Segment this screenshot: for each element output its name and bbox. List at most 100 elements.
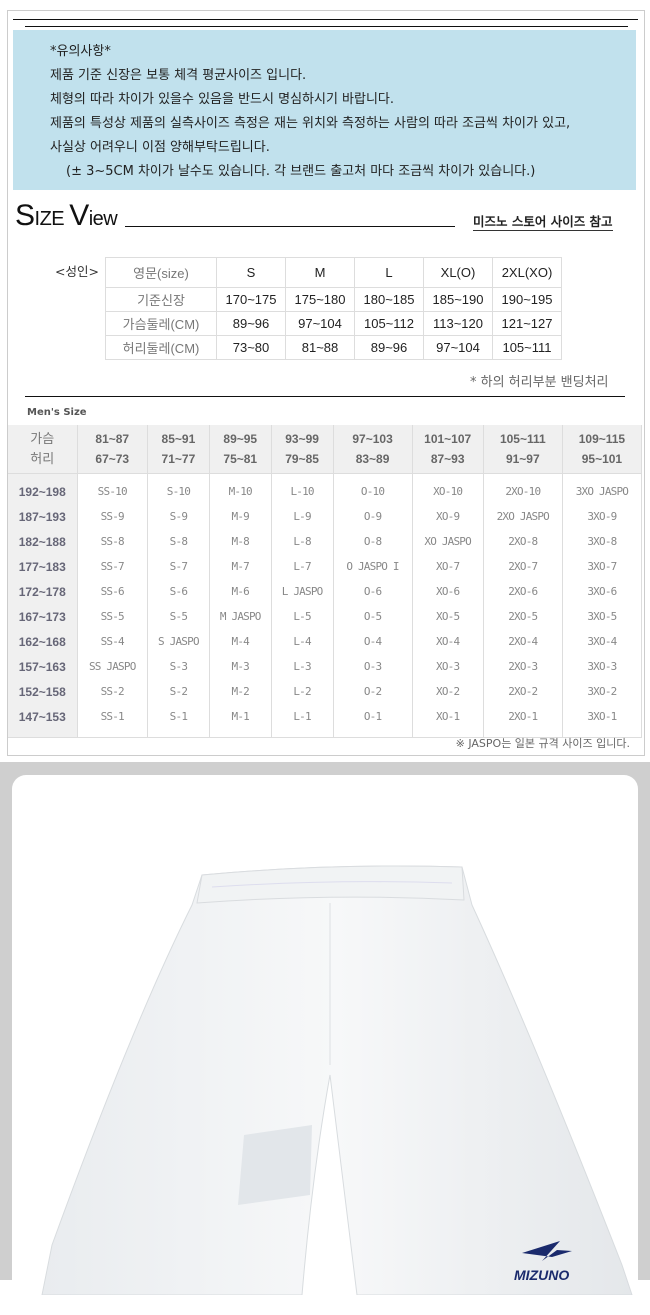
chest-range: 93~99	[285, 431, 319, 446]
spacer	[8, 729, 78, 738]
size-cell: 2XO-2	[483, 679, 563, 704]
adult-row: 영문(size) S M L XL(O) 2XL(XO)	[105, 257, 562, 288]
mens-size-table: 가슴 허리 81~87 67~73 85~91 71~77 89~95 75~81 93~99 7…	[8, 425, 643, 738]
size-cell: SS-1	[77, 704, 148, 729]
size-cell: 3XO-5	[562, 604, 643, 629]
notice-line: (± 3~5CM 차이가 날수도 있습니다. 각 브랜드 출고처 마다 조금씩 …	[66, 164, 536, 179]
size-cell: L-10	[271, 479, 334, 504]
size-cell: XO-1	[412, 704, 484, 729]
mens-size-label: Men's Size	[27, 407, 87, 418]
height-range: 187~193	[8, 504, 78, 529]
size-cell: L-7	[271, 554, 334, 579]
spacer-row	[8, 729, 643, 738]
column-header: 109~115 95~101	[562, 425, 643, 474]
size-cell: S-10	[147, 479, 210, 504]
size-cell: O-2	[333, 679, 413, 704]
notice-box: *유의사항* 제품 기준 신장은 보통 체격 평균사이즈 입니다. 체형의 따라…	[13, 30, 636, 190]
table-row: 162~168 SS-4 S JASPO M-4 L-4 O-4 XO-4 2XO-4 3XO-…	[8, 629, 643, 654]
spacer	[271, 473, 334, 479]
chest-range: 89~95	[223, 431, 258, 446]
mizuno-store-size-link[interactable]: 미즈노 스토어 사이즈 참고	[473, 214, 613, 231]
spacer	[483, 473, 563, 479]
row-header: 영문(size)	[105, 257, 217, 288]
size-cell: XO-6	[412, 579, 484, 604]
notice-line: 체형의 따라 차이가 있을수 있음을 반드시 명심하시기 바랍니다.	[50, 92, 395, 107]
size-cell: XO-9	[412, 504, 484, 529]
table-row: 177~183 SS-7 S-7 M-7 L-7 O JASPO I XO-7 2XO-7 3X…	[8, 554, 643, 579]
column-header: 85~91 71~77	[147, 425, 210, 474]
size-cell: 3XO-4	[562, 629, 643, 654]
size-cell: 3XO-9	[562, 504, 643, 529]
size-cell: XO-7	[412, 554, 484, 579]
cell: XL(O)	[423, 257, 493, 288]
size-cell: M-4	[209, 629, 272, 654]
spacer	[562, 729, 643, 738]
cell: 190~195	[492, 287, 562, 312]
notice-line: 제품 기준 신장은 보통 체격 평균사이즈 입니다.	[50, 68, 307, 83]
height-range: 177~183	[8, 554, 78, 579]
size-cell: S-7	[147, 554, 210, 579]
spacer	[8, 473, 78, 479]
height-range: 162~168	[8, 629, 78, 654]
size-cell: 3XO-1	[562, 704, 643, 729]
size-cell: 2XO-10	[483, 479, 563, 504]
size-cell: M-9	[209, 504, 272, 529]
heading-part: IZE	[34, 208, 70, 230]
notice-line: 사실상 어려우니 이점 양해부탁드립니다.	[50, 140, 270, 155]
size-cell: O-8	[333, 529, 413, 554]
mizuno-logo: MIZUNO	[514, 1241, 572, 1283]
divider	[125, 226, 455, 227]
size-cell: SS-5	[77, 604, 148, 629]
waist-label: 허리	[30, 450, 55, 466]
size-cell: 3XO-3	[562, 654, 643, 679]
size-cell: XO-3	[412, 654, 484, 679]
cell: M	[285, 257, 355, 288]
spacer	[209, 473, 272, 479]
size-cell: SS-4	[77, 629, 148, 654]
size-cell: SS-7	[77, 554, 148, 579]
cell: 105~112	[354, 311, 424, 336]
heading-letter: V	[69, 199, 89, 232]
size-cell: XO JASPO	[412, 529, 484, 554]
column-header: 105~111 91~97	[483, 425, 563, 474]
size-cell: SS-6	[77, 579, 148, 604]
chest-range: 81~87	[95, 431, 130, 446]
heading-letter: S	[15, 199, 35, 232]
size-cell: S-5	[147, 604, 210, 629]
notice-title: *유의사항*	[50, 44, 111, 59]
waist-band-note: * 하의 허리부분 밴딩처리	[470, 375, 609, 390]
spacer	[77, 729, 148, 738]
spacer-row	[8, 473, 643, 479]
size-cell: 3XO-7	[562, 554, 643, 579]
cell: 2XL(XO)	[492, 257, 562, 288]
size-cell: O-6	[333, 579, 413, 604]
spacer	[562, 473, 643, 479]
column-header: 101~107 87~93	[412, 425, 484, 474]
size-cell: M-7	[209, 554, 272, 579]
table-row: 172~178 SS-6 S-6 M-6 L JASPO O-6 XO-6 2XO-6 3XO-…	[8, 579, 643, 604]
chest-label: 가슴	[30, 430, 55, 446]
column-header: 97~103 83~89	[333, 425, 413, 474]
size-cell: SS JASPO	[77, 654, 148, 679]
size-cell: L-3	[271, 654, 334, 679]
size-cell: M-10	[209, 479, 272, 504]
chest-range: 101~107	[424, 431, 472, 446]
spacer	[483, 729, 563, 738]
size-cell: 2XO-6	[483, 579, 563, 604]
row-header: 허리둘레(CM)	[105, 335, 217, 360]
waist-range: 95~101	[581, 451, 623, 466]
size-cell: M-2	[209, 679, 272, 704]
column-header: 93~99 79~85	[271, 425, 334, 474]
divider	[25, 26, 628, 27]
chest-range: 85~91	[161, 431, 196, 446]
column-header: 81~87 67~73	[77, 425, 148, 474]
size-cell: M-8	[209, 529, 272, 554]
size-cell: XO-2	[412, 679, 484, 704]
size-cell: M-1	[209, 704, 272, 729]
waist-range: 67~73	[95, 451, 130, 466]
size-cell: L-5	[271, 604, 334, 629]
cell: 113~120	[423, 311, 493, 336]
cell: L	[354, 257, 424, 288]
table-row: 152~158 SS-2 S-2 M-2 L-2 O-2 XO-2 2XO-2 3XO-2	[8, 679, 643, 704]
size-cell: 3XO-8	[562, 529, 643, 554]
